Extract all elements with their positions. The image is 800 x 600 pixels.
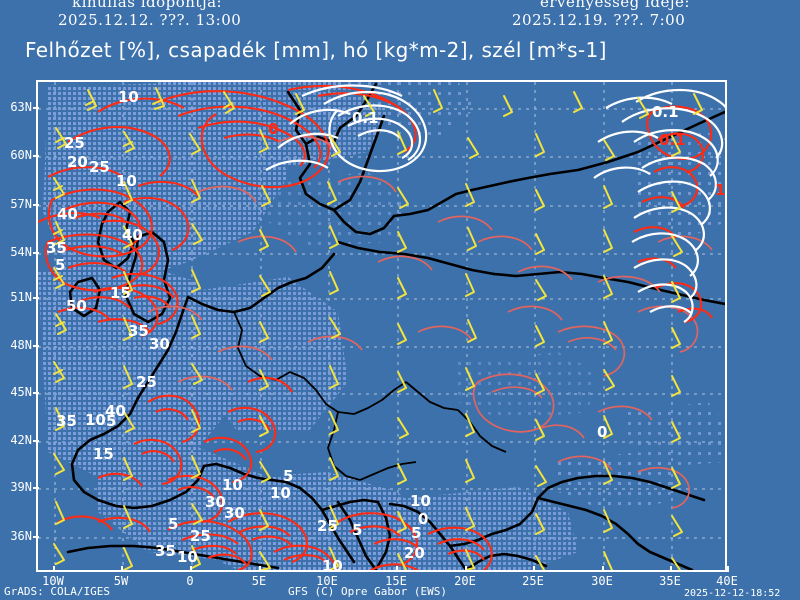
precipitation-contour-layer: [38, 84, 713, 570]
longitude-tick-label: 25E: [522, 574, 544, 588]
map-layers: 10 25 20 25 10 40 40 35 5 15 50 35 30 25 40 35 10 5 15 10 5 3…: [38, 82, 725, 570]
contour-value-label: 0: [268, 120, 279, 138]
valid-time-caption: érvényesség ideje:: [540, 0, 690, 11]
contour-value-label: 25: [190, 527, 211, 545]
contour-value-label: 0: [418, 510, 429, 528]
contour-value-label: 10: [322, 557, 343, 572]
issue-time-value: 2025.12.12. ???. 13:00: [58, 11, 242, 29]
contour-value-label: 35: [56, 412, 77, 430]
contour-value-label: 5: [411, 524, 422, 542]
contour-value-label: 25: [64, 134, 85, 152]
contour-value-label: 10: [118, 88, 139, 106]
longitude-tick-label: 5W: [113, 574, 129, 588]
latitude-tick-mark: [33, 392, 39, 394]
contour-value-label: 20: [404, 544, 425, 562]
latitude-tick-label: 45N: [10, 385, 32, 399]
valid-time-value: 2025.12.19. ???. 7:00: [512, 11, 686, 29]
contour-value-label: 0.1: [659, 131, 686, 149]
contour-value-label: 15: [93, 445, 114, 463]
longitude-tick-label: 10E: [316, 574, 338, 588]
latitude-tick-label: 42N: [10, 433, 32, 447]
contour-value-label: 35: [46, 239, 67, 257]
latitude-tick-mark: [33, 487, 39, 489]
contour-value-label: 25: [317, 517, 338, 535]
longitude-tick-label: 20E: [454, 574, 476, 588]
latitude-tick-label: 36N: [10, 529, 32, 543]
chart-title: Felhőzet [%], csapadék [mm], hó [kg*m-2]…: [25, 38, 607, 62]
contour-value-label: 30: [224, 504, 245, 522]
contour-value-label: 5: [168, 515, 179, 533]
wind-barb-layer: [53, 87, 703, 570]
contour-value-label: 15: [110, 284, 131, 302]
source-credit: GFS (C) Opre Gabor (EWS): [288, 585, 447, 598]
render-timestamp: 2025-12-12-18:52: [684, 588, 781, 599]
latitude-tick-label: 54N: [10, 245, 32, 259]
longitude-tick-mark: [670, 566, 672, 572]
longitude-tick-mark: [533, 566, 535, 572]
latitude-tick-mark: [33, 204, 39, 206]
longitude-tick-mark: [602, 566, 604, 572]
contour-value-label: 40: [105, 402, 126, 420]
contour-value-label: 10: [177, 548, 198, 566]
latitude-tick-label: 60N: [10, 148, 32, 162]
contour-value-label: 40: [122, 226, 143, 244]
contour-value-label: 5: [283, 467, 294, 485]
contour-value-label: 40: [57, 205, 78, 223]
longitude-tick-label: 15E: [385, 574, 407, 588]
longitude-tick-mark: [259, 566, 261, 572]
contour-value-label: 10: [85, 411, 106, 429]
latitude-tick-label: 48N: [10, 338, 32, 352]
longitude-tick-mark: [727, 566, 729, 572]
contour-value-label: 10: [270, 484, 291, 502]
contour-value-label: 0.1: [652, 103, 679, 121]
contour-value-label: 30: [149, 335, 170, 353]
longitude-tick-mark: [121, 566, 123, 572]
latitude-tick-mark: [33, 252, 39, 254]
contour-value-label: 35: [155, 542, 176, 560]
latitude-tick-label: 39N: [10, 480, 32, 494]
contour-value-label: 10: [116, 172, 137, 190]
contour-value-label: 5: [55, 256, 66, 274]
longitude-tick-label: 10W: [42, 574, 64, 588]
contour-value-label: 5: [106, 412, 117, 430]
contour-value-label: 10: [410, 492, 431, 510]
contour-value-label: 30: [205, 493, 226, 511]
contour-value-label: 1: [715, 181, 726, 199]
contour-value-label: 35: [128, 322, 149, 340]
longitude-tick-label: 0: [186, 574, 194, 588]
grads-credit: GrADS: COLA/IGES: [4, 585, 110, 598]
map-canvas[interactable]: 10 25 20 25 10 40 40 35 5 15 50 35 30 25 40 35 10 5 15 10 5 3…: [36, 80, 727, 572]
latitude-tick-mark: [33, 107, 39, 109]
latitude-tick-mark: [33, 536, 39, 538]
cloud-cover-layer: [38, 82, 725, 570]
longitude-tick-label: 30E: [591, 574, 613, 588]
longitude-tick-mark: [190, 566, 192, 572]
issue-time-caption: kihullás időpontja:: [72, 0, 223, 11]
contour-value-label: 25: [136, 373, 157, 391]
contour-value-label: 50: [66, 297, 87, 315]
contour-value-label: 0.1: [352, 109, 379, 127]
contour-value-label: 25: [89, 158, 110, 176]
longitude-tick-mark: [396, 566, 398, 572]
longitude-tick-mark: [465, 566, 467, 572]
longitude-tick-label: 35E: [659, 574, 681, 588]
longitude-tick-mark: [327, 566, 329, 572]
contour-value-label: 10: [222, 476, 243, 494]
longitude-tick-mark: [53, 566, 55, 572]
contour-value-label: 0: [597, 423, 608, 441]
latitude-tick-label: 51N: [10, 290, 32, 304]
latitude-tick-mark: [33, 155, 39, 157]
contour-value-label: 5: [352, 521, 363, 539]
longitude-tick-label: 5E: [251, 574, 267, 588]
contour-value-label: 20: [67, 153, 88, 171]
snow-contour-layer: [265, 84, 725, 323]
latitude-tick-label: 63N: [10, 100, 32, 114]
latitude-tick-mark: [33, 345, 39, 347]
latitude-tick-mark: [33, 440, 39, 442]
longitude-tick-label: 40E: [716, 574, 738, 588]
latitude-tick-mark: [33, 297, 39, 299]
latitude-tick-label: 57N: [10, 197, 32, 211]
